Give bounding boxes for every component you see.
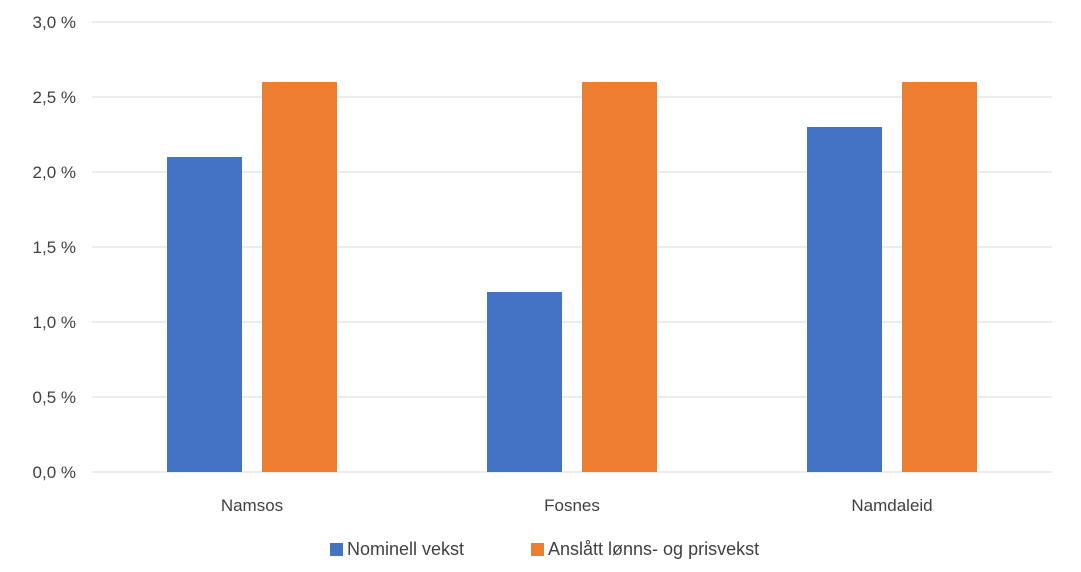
legend-swatch [531, 543, 544, 556]
y-axis-tick-labels: 0,0 % 0,5 % 1,0 % 1,5 % 2,0 % 2,5 % 3,0 % [33, 13, 76, 482]
legend-label: Anslått lønns- og prisvekst [548, 539, 759, 559]
x-category-label: Fosnes [544, 496, 600, 515]
x-category-label: Namdaleid [851, 496, 932, 515]
x-category-label: Namsos [221, 496, 283, 515]
y-tick-label: 1,0 % [33, 313, 76, 332]
x-axis-category-labels: Namsos Fosnes Namdaleid [221, 496, 933, 515]
gridlines [92, 21, 1052, 473]
bar-nominell-vekst-namdaleid [807, 127, 882, 472]
y-tick-label: 0,0 % [33, 463, 76, 482]
y-tick-label: 2,0 % [33, 163, 76, 182]
bar-nominell-vekst-fosnes [487, 292, 562, 472]
bar-anslatt-lonns-og-prisvekst-fosnes [582, 82, 657, 472]
legend-label: Nominell vekst [347, 539, 464, 559]
bars [167, 82, 977, 472]
y-tick-label: 0,5 % [33, 388, 76, 407]
y-tick-label: 1,5 % [33, 238, 76, 257]
bar-anslatt-lonns-og-prisvekst-namsos [262, 82, 337, 472]
y-tick-label: 3,0 % [33, 13, 76, 32]
bar-anslatt-lonns-og-prisvekst-namdaleid [902, 82, 977, 472]
legend-swatch [330, 543, 343, 556]
y-tick-label: 2,5 % [33, 88, 76, 107]
legend: Nominell vekst Anslått lønns- og prisveks… [330, 539, 759, 559]
bar-nominell-vekst-namsos [167, 157, 242, 472]
